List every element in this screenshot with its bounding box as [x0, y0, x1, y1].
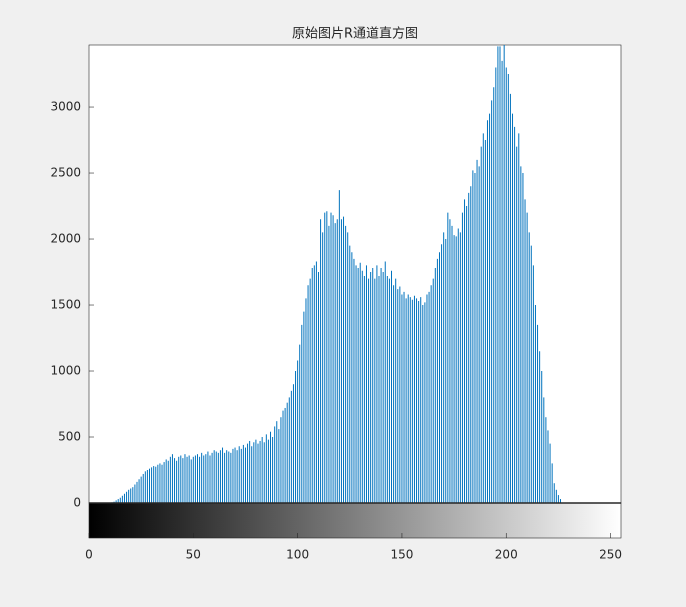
y-tick-label: 2500: [50, 166, 81, 180]
x-tick-label: 200: [495, 548, 518, 562]
y-tick-label: 0: [73, 496, 81, 510]
colorbar: [88, 502, 622, 539]
x-tick-label: 150: [390, 548, 413, 562]
y-tick-label: 2000: [50, 232, 81, 246]
x-tick-label: 0: [85, 548, 93, 562]
y-tick-label: 1000: [50, 364, 81, 378]
x-tick-label: 50: [186, 548, 201, 562]
y-tick-label: 3000: [50, 100, 81, 114]
x-tick-label: 100: [286, 548, 309, 562]
y-tick-label: 1500: [50, 298, 81, 312]
y-tick-label: 500: [58, 430, 81, 444]
x-tick-label: 250: [599, 548, 622, 562]
chart-title: 原始图片R通道直方图: [292, 26, 418, 42]
plot-area: [88, 44, 622, 504]
